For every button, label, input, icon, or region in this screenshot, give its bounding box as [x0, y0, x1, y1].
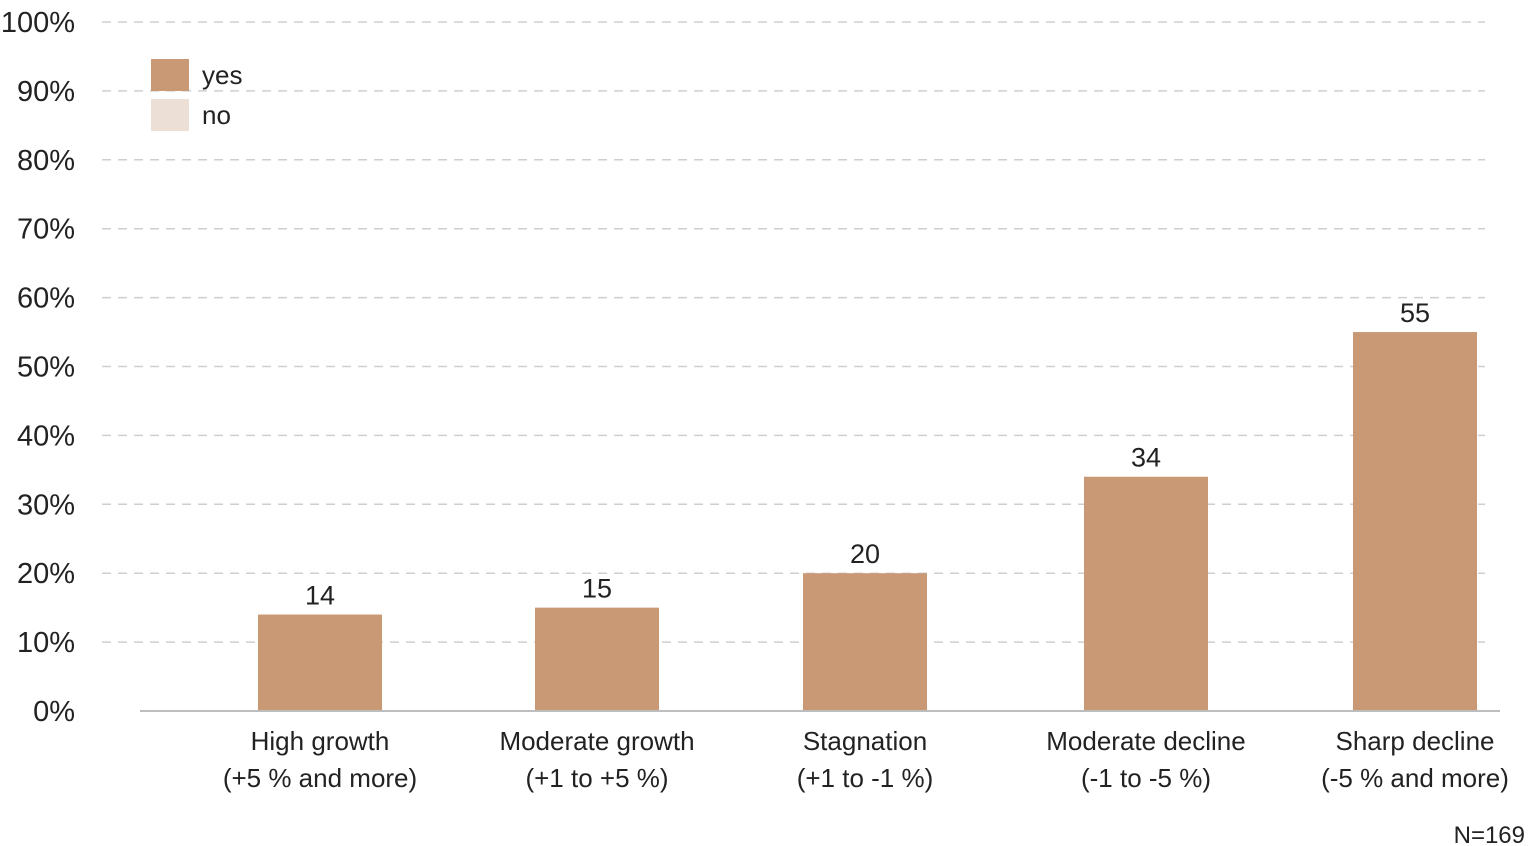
data-label: 34	[1131, 443, 1161, 473]
data-label: 14	[305, 581, 335, 611]
data-label: 20	[850, 539, 880, 569]
data-label: 55	[1400, 298, 1430, 328]
y-tick-label: 70%	[17, 214, 75, 246]
category-label: (+5 % and more)	[223, 763, 417, 793]
y-tick-label: 50%	[17, 352, 75, 384]
y-tick-label: 30%	[17, 489, 75, 521]
category-label: (-1 to -5 %)	[1081, 763, 1211, 793]
y-tick-label: 10%	[17, 627, 75, 659]
data-label: 15	[582, 574, 612, 604]
gridlines	[102, 21, 1485, 643]
category-label: (-5 % and more)	[1321, 763, 1509, 793]
category-label: Sharp decline	[1336, 726, 1495, 756]
category-label: (+1 to -1 %)	[797, 763, 934, 793]
bar-yes	[1353, 332, 1477, 711]
data-labels: 14 15 20 34 55	[305, 298, 1430, 610]
y-tick-label: 100%	[1, 7, 75, 39]
bars	[258, 332, 1477, 711]
legend-label: yes	[202, 60, 242, 90]
y-tick-label: 40%	[17, 420, 75, 452]
category-label: (+1 to +5 %)	[525, 763, 668, 793]
y-axis-ticks: 0% 10% 20% 30% 40% 50% 60% 70% 80% 90% 100%	[1, 7, 75, 728]
y-tick-label: 80%	[17, 145, 75, 177]
legend-swatch	[151, 59, 189, 91]
legend-swatch	[151, 99, 189, 131]
category-label: High growth	[251, 726, 390, 756]
legend: yes no	[151, 59, 242, 131]
category-label: Moderate decline	[1046, 726, 1245, 756]
y-tick-label: 90%	[17, 76, 75, 108]
category-label: Moderate growth	[499, 726, 694, 756]
bar-yes	[258, 614, 382, 711]
y-tick-label: 20%	[17, 558, 75, 590]
bar-yes	[535, 607, 659, 711]
y-tick-label: 60%	[17, 283, 75, 315]
legend-label: no	[202, 100, 231, 130]
category-labels: High growth (+5 % and more) Moderate growt…	[223, 726, 1509, 793]
bar-yes	[1084, 476, 1208, 711]
y-tick-label: 0%	[33, 696, 75, 728]
category-label: Stagnation	[803, 726, 927, 756]
bar-yes	[803, 573, 927, 711]
sample-size-note: N=169	[1454, 822, 1525, 846]
